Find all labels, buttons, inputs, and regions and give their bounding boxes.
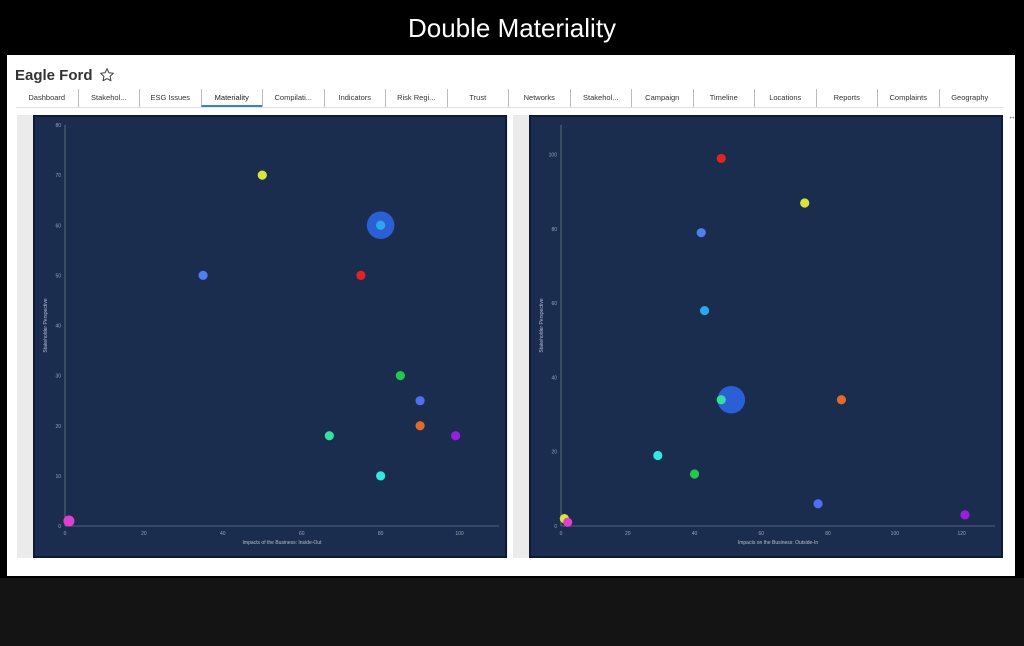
- right-panel: 0 20 40 60 80 100 120 0 20 40 60 80 100 Impacts on th…: [513, 115, 1003, 558]
- data-point[interactable]: [563, 517, 573, 527]
- x-tick-label: 40: [220, 531, 226, 537]
- tab-materiality[interactable]: Materiality: [200, 89, 262, 107]
- data-point[interactable]: [257, 170, 267, 180]
- star-outline-icon[interactable]: [99, 67, 115, 83]
- x-tick-label: 80: [825, 531, 831, 537]
- y-tick-label: 0: [554, 524, 557, 530]
- tab-bar: Dashboard Stakehol... ESG Issues Materialit…: [16, 89, 1004, 108]
- x-tick-label: 40: [692, 531, 698, 537]
- y-tick-label: 80: [55, 123, 61, 129]
- tab-geography[interactable]: Geography: [938, 89, 1001, 107]
- data-point[interactable]: [324, 431, 334, 441]
- data-point[interactable]: [689, 469, 700, 479]
- data-point[interactable]: [376, 471, 386, 481]
- y-tick-label: 20: [55, 424, 61, 430]
- y-tick-label: 50: [55, 273, 61, 279]
- y-tick-label: 20: [551, 450, 557, 456]
- x-tick-label: 60: [299, 531, 305, 537]
- y-tick-label: 0: [58, 524, 61, 530]
- tab-networks[interactable]: Networks: [508, 89, 570, 107]
- y-tick-label: 100: [549, 153, 558, 159]
- tab-locations[interactable]: Locations: [754, 89, 816, 107]
- y-tick-label: 10: [55, 474, 61, 480]
- data-point[interactable]: [716, 153, 726, 164]
- data-point[interactable]: [717, 385, 746, 414]
- bottom-strip: [0, 578, 1024, 646]
- y-tick-label: 80: [551, 227, 557, 233]
- x-axis-label: Impacts on the Business: Outside-In: [738, 540, 819, 546]
- tab-timeline[interactable]: Timeline: [692, 89, 755, 107]
- x-tick-label: 120: [957, 531, 966, 537]
- tab-compilati[interactable]: Compilati...: [262, 89, 324, 107]
- data-point[interactable]: [356, 270, 366, 280]
- x-tick-label: 20: [625, 531, 631, 537]
- tab-complaints[interactable]: Complaints: [877, 89, 939, 107]
- data-point[interactable]: [800, 198, 810, 208]
- data-point[interactable]: [716, 395, 726, 405]
- tab-dashboard[interactable]: Dashboard: [28, 93, 66, 102]
- tab-stakehol[interactable]: Stakehol...: [77, 89, 140, 107]
- y-tick-label: 40: [551, 375, 557, 381]
- data-point[interactable]: [415, 421, 425, 431]
- y-tick-label: 30: [55, 374, 61, 380]
- tab-trust[interactable]: Trust: [446, 89, 509, 107]
- data-point[interactable]: [696, 228, 706, 238]
- arrows-icon[interactable]: ↔: [1008, 112, 1015, 121]
- x-tick-label: 100: [455, 531, 464, 537]
- tab-risk-regi[interactable]: Risk Regi...: [385, 89, 447, 107]
- data-point[interactable]: [960, 510, 970, 520]
- tab-campaign[interactable]: Campaign: [631, 89, 693, 107]
- data-point[interactable]: [699, 306, 710, 316]
- y-tick-label: 60: [551, 301, 557, 307]
- data-point[interactable]: [415, 396, 425, 406]
- x-tick-label: 0: [560, 531, 563, 537]
- data-point[interactable]: [653, 450, 663, 461]
- x-tick-label: 0: [64, 531, 67, 537]
- app-window: Eagle Ford Dashboard Stakehol... ESG Issue…: [7, 55, 1015, 576]
- app-title: Eagle Ford: [15, 66, 93, 84]
- x-tick-label: 80: [378, 531, 384, 537]
- data-point[interactable]: [395, 371, 405, 381]
- x-tick-label: 60: [759, 531, 765, 537]
- x-tick-label: 20: [141, 531, 147, 537]
- tab-esg-issues[interactable]: ESG Issues: [139, 89, 201, 107]
- outside-in-chart: 0 20 40 60 80 100 120 0 20 40 60 80 100 Impacts on th…: [529, 115, 1003, 558]
- data-point[interactable]: [376, 220, 386, 230]
- x-axis-label: Impacts of the Business: Inside-Out: [243, 540, 323, 546]
- app-header: Eagle Ford: [15, 65, 115, 85]
- tab-reports[interactable]: Reports: [815, 89, 878, 107]
- x-tick-label: 100: [891, 531, 900, 537]
- data-point[interactable]: [63, 515, 75, 527]
- left-panel: 0 20 40 60 80 100 0 10 20 30 40 50 60 70 80 Impacts of …: [17, 115, 508, 558]
- data-point[interactable]: [836, 395, 847, 405]
- inside-out-chart: 0 20 40 60 80 100 0 10 20 30 40 50 60 70 80 Impacts of …: [33, 115, 507, 558]
- data-point[interactable]: [813, 499, 823, 509]
- y-tick-label: 40: [55, 324, 61, 330]
- slide-title: Double Materiality: [407, 13, 617, 43]
- data-point[interactable]: [451, 431, 461, 441]
- y-tick-label: 70: [55, 173, 61, 179]
- y-axis-label: Stakeholder Perspective: [539, 298, 545, 352]
- data-point[interactable]: [198, 270, 208, 280]
- tab-indicators[interactable]: Indicators: [323, 89, 386, 107]
- y-tick-label: 60: [55, 223, 61, 229]
- y-axis-label: Stakeholder Perspective: [43, 298, 49, 352]
- tab-stakehol[interactable]: Stakehol...: [569, 89, 632, 107]
